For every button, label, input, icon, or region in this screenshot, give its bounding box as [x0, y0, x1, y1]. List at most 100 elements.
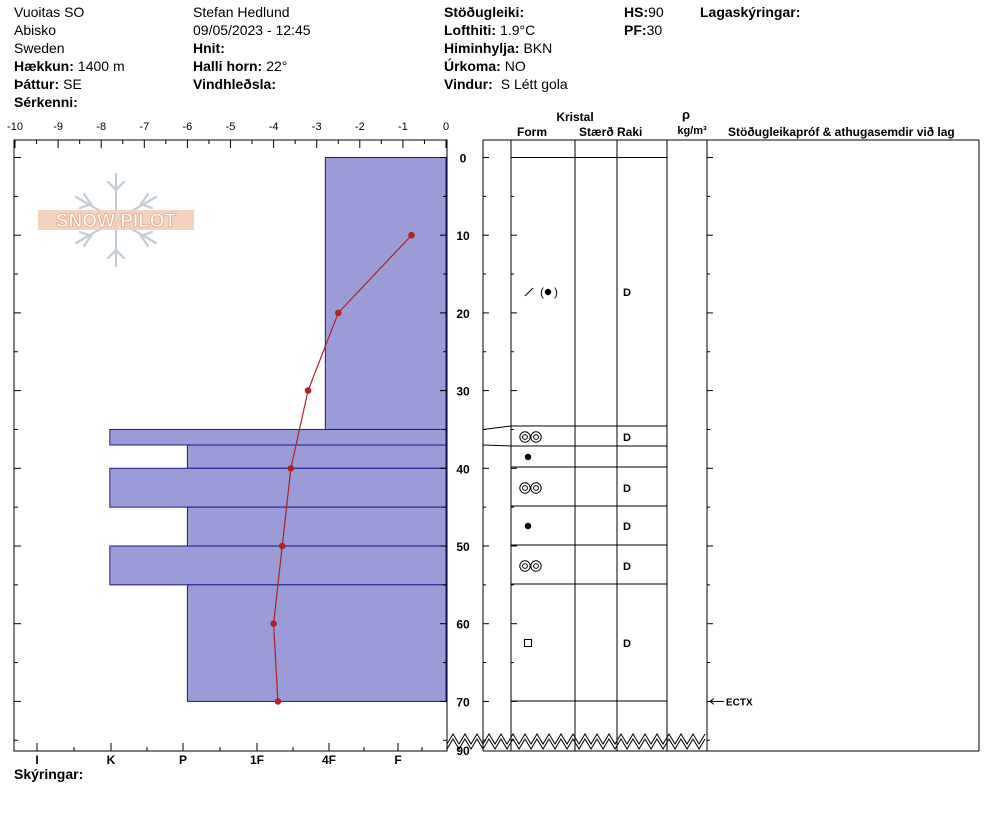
hardness-label: 4F: [322, 753, 336, 767]
temp-tick-label: -5: [226, 121, 236, 133]
aspect-label: Þáttur:: [14, 76, 60, 92]
hardness-bar: [186, 506, 447, 547]
melt-inner: [522, 434, 528, 440]
density-symbol: ρ: [682, 107, 690, 122]
depth-tick-label: 10: [456, 229, 470, 243]
specifics-label: Sérkenni:: [14, 94, 78, 110]
rounded-dot: [524, 522, 532, 530]
melt-inner: [533, 434, 539, 440]
temperature-point: [408, 231, 415, 239]
wind-loading: Vindhleðsla:: [193, 75, 276, 93]
temp-tick-label: -1: [398, 121, 408, 133]
temp-tick-label: -4: [269, 121, 279, 133]
depth-tick-label: 60: [456, 618, 470, 632]
hardness-bar: [186, 444, 447, 469]
temp-tick-label: -2: [355, 121, 365, 133]
elevation-label: Hækkun:: [14, 58, 74, 74]
moisture-value: D: [623, 638, 631, 650]
moisture-value: D: [623, 521, 631, 533]
axis-labels: -10 -9 -8 -7 -6 -5 -4 -3 -2 -1 001020304050607090I…: [7, 107, 955, 767]
temp-tick-label: -8: [96, 121, 106, 133]
fragment-slash: [524, 287, 534, 297]
paren-left: (: [540, 285, 544, 299]
observer-name: Stefan Hedlund: [193, 4, 290, 20]
wind-loading-label: Vindhleðsla:: [193, 76, 276, 92]
stability: Stöðugleiki:: [444, 3, 524, 21]
slope-value: 22°: [266, 58, 288, 74]
slope-label: Halli horn:: [193, 58, 263, 74]
hs-value: 90: [648, 4, 664, 20]
hs-label: HS:: [624, 4, 649, 20]
sky-label: Himinhylja:: [444, 40, 520, 56]
layer-table: () D D D D D D ECTX: [446, 139, 980, 752]
size-header: Stærð: [579, 125, 614, 139]
hardness-bar: [109, 467, 447, 508]
pf-value: 30: [646, 22, 663, 38]
hardness-bar: [186, 584, 447, 702]
snow-height: HS:90: [624, 3, 664, 21]
axis-break-lower: [446, 738, 706, 750]
temp-tick-label: -3: [312, 121, 322, 133]
aspect-value: SE: [63, 76, 82, 92]
temperature-point: [334, 309, 342, 317]
country-name: Sweden: [14, 40, 65, 56]
temp-tick-label: -7: [139, 121, 149, 133]
legend: Skýringar:: [14, 765, 83, 783]
temperature-point: [274, 698, 282, 705]
temperature-profile: [270, 231, 415, 705]
melt-outer: [530, 560, 542, 572]
aspect: Þáttur: SE: [14, 75, 82, 93]
grain-form-faceted-crystals-icon: [524, 639, 532, 647]
depth-tick-label: 20: [456, 307, 470, 321]
area-name: Abisko: [14, 22, 57, 38]
snowpilot-logo: SNOW PILOT: [38, 172, 194, 268]
temperature-point: [304, 387, 312, 394]
temp-tick-label: -6: [183, 121, 193, 133]
legend-label: Skýringar:: [14, 766, 84, 782]
hardness-bar: [109, 545, 447, 586]
layer-notes: Lagaskýringar:: [700, 3, 800, 21]
air-temperature: Lofthiti: 1.9°C: [444, 21, 535, 39]
paren-right: ): [554, 285, 558, 299]
depth-tick-label: 30: [456, 385, 470, 399]
observation-datetime: 09/05/2023 - 12:45: [193, 22, 311, 38]
rounded-dot: [544, 288, 552, 296]
melt-outer: [530, 482, 542, 494]
precipitation: Úrkoma: NO: [444, 57, 526, 75]
temperature-point: [270, 620, 277, 627]
melt-inner: [533, 563, 539, 569]
facet-square: [524, 639, 532, 647]
sky-cover: Himinhylja: BKN: [444, 39, 552, 57]
melt-outer: [519, 482, 531, 494]
hardness-layers: [109, 157, 447, 702]
moisture-value: D: [623, 483, 631, 495]
depth-tick-label: 70: [456, 695, 470, 709]
crystal-header: Kristal: [556, 110, 593, 124]
slope-angle: Halli horn: 22°: [193, 57, 287, 75]
hardness-label: 1F: [250, 753, 264, 767]
grain-form-rounded-grains-icon: [524, 522, 532, 530]
rounded-dot: [524, 453, 532, 461]
wind-label: Vindur:: [444, 76, 493, 92]
grain-form-decomposing-fragments-and-rounded-grains-icon: (): [524, 285, 558, 299]
temp-tick-label: -9: [53, 121, 63, 133]
layer-connector: [482, 425, 512, 430]
coordinates: Hnit:: [193, 39, 225, 57]
melt-inner: [522, 563, 528, 569]
depth-tick-label: 40: [456, 462, 470, 476]
pf-label: PF:: [624, 22, 647, 38]
layer-notes-label: Lagaskýringar:: [700, 4, 801, 20]
melt-inner: [522, 485, 528, 491]
moisture-value: D: [623, 561, 631, 573]
moisture-value: D: [623, 432, 631, 444]
grain-form-melt-forms-icon: [519, 560, 542, 572]
logo-text: SNOW PILOT: [56, 211, 177, 232]
precip-label: Úrkoma:: [444, 58, 501, 74]
melt-outer: [519, 431, 531, 443]
moisture-header: Raki: [617, 125, 642, 139]
depth-tick-label: 50: [456, 540, 470, 554]
hardness-label: P: [179, 753, 187, 767]
temp-tick-label: -10: [7, 121, 23, 133]
melt-outer: [519, 560, 531, 572]
